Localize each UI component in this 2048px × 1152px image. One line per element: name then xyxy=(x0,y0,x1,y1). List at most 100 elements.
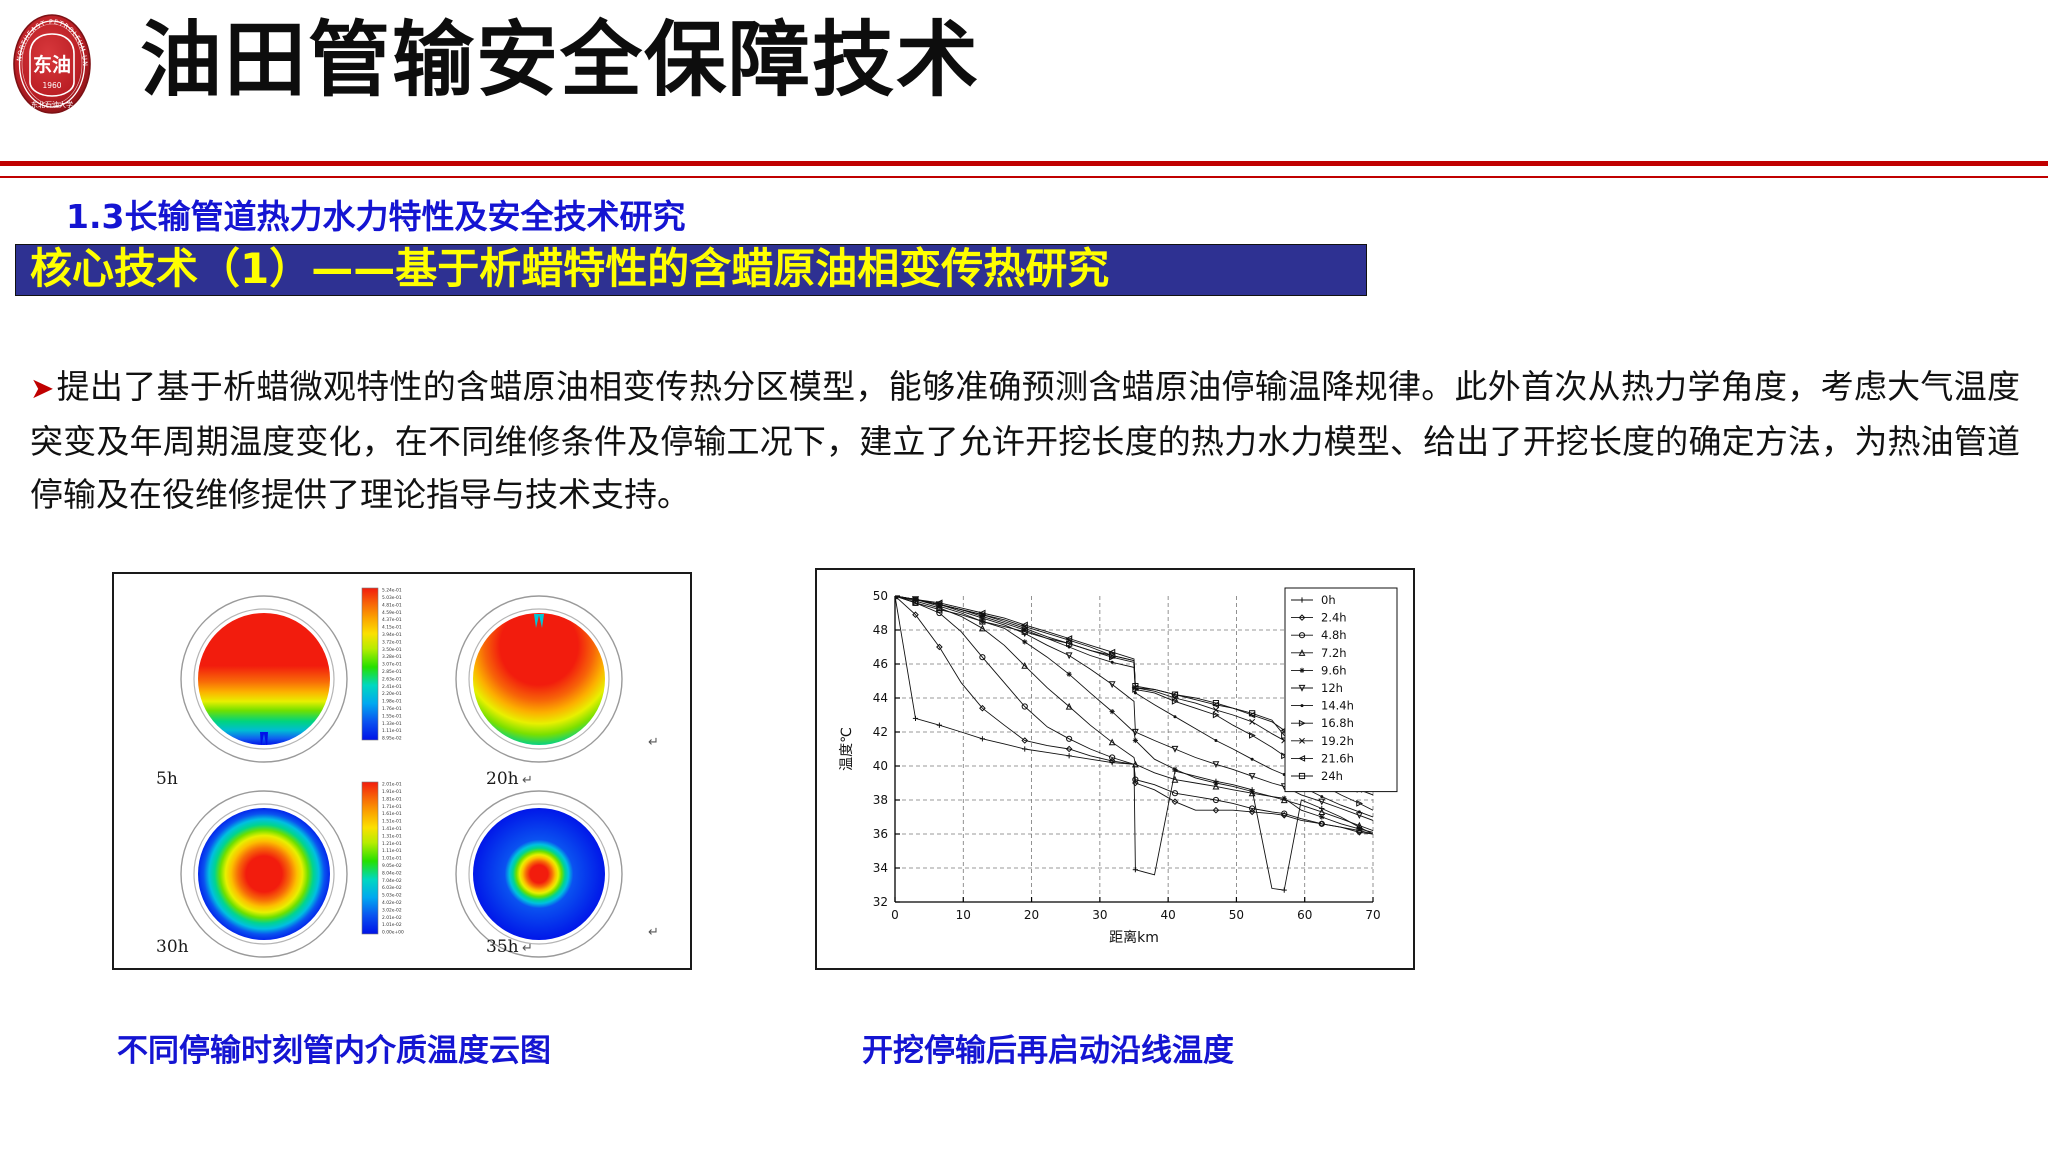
svg-text:30: 30 xyxy=(1092,908,1107,922)
svg-text:2.85e-01: 2.85e-01 xyxy=(382,669,402,675)
contour-panel-20h xyxy=(455,595,623,763)
bullet-arrow-icon: ➤ xyxy=(30,371,55,405)
svg-text:0: 0 xyxy=(891,908,899,922)
svg-text:距离km: 距离km xyxy=(1109,929,1159,946)
svg-text:1.98e-01: 1.98e-01 xyxy=(382,699,402,705)
university-logo: 东油 1960 NORTHEAST PETROLEUM UNIVERSITY 东… xyxy=(7,6,94,116)
svg-text:温度℃: 温度℃ xyxy=(839,727,855,771)
svg-text:8.04e-02: 8.04e-02 xyxy=(382,870,402,876)
page-title: 油田管输安全保障技术 xyxy=(140,13,981,108)
svg-text:19.2h: 19.2h xyxy=(1321,734,1354,748)
lower-colorbar: 2.01e-011.91e-011.81e-01 1.71e-011.61e-01… xyxy=(361,782,404,936)
svg-text:46: 46 xyxy=(873,657,888,671)
svg-text:2.01e-02: 2.01e-02 xyxy=(382,915,402,921)
svg-text:9.6h: 9.6h xyxy=(1321,663,1347,677)
svg-text:↵: ↵ xyxy=(522,773,533,788)
svg-text:5.24e-01: 5.24e-01 xyxy=(382,588,402,594)
svg-text:20h: 20h xyxy=(486,769,519,789)
svg-text:0.00e+00: 0.00e+00 xyxy=(382,930,404,936)
svg-text:9.05e-02: 9.05e-02 xyxy=(382,863,402,869)
svg-text:3.28e-01: 3.28e-01 xyxy=(382,654,402,660)
body-paragraph: ➤提出了基于析蜡微观特性的含蜡原油相变传热分区模型，能够准确预测含蜡原油停输温降… xyxy=(30,360,2020,521)
svg-text:东油: 东油 xyxy=(33,53,71,76)
slide-header: 东油 1960 NORTHEAST PETROLEUM UNIVERSITY 东… xyxy=(0,0,2048,160)
svg-text:1.81e-01: 1.81e-01 xyxy=(382,796,402,802)
svg-text:16.8h: 16.8h xyxy=(1321,716,1354,730)
figure-temperature-contours: 5h 20h ↵ ↵ 30h xyxy=(112,572,692,970)
svg-text:24h: 24h xyxy=(1321,769,1343,783)
contour-panel-35h xyxy=(455,790,623,958)
svg-text:36: 36 xyxy=(873,827,888,841)
svg-text:7.04e-02: 7.04e-02 xyxy=(382,878,402,884)
contour-plot-svg: 5h 20h ↵ ↵ 30h xyxy=(114,574,690,968)
svg-text:1.11e-01: 1.11e-01 xyxy=(382,728,402,734)
svg-text:21.6h: 21.6h xyxy=(1321,751,1354,765)
svg-text:0h: 0h xyxy=(1321,593,1336,607)
svg-text:3.07e-01: 3.07e-01 xyxy=(382,662,402,668)
svg-text:4.15e-01: 4.15e-01 xyxy=(382,625,402,631)
header-rule-thin xyxy=(0,176,2048,178)
svg-text:2.63e-01: 2.63e-01 xyxy=(382,676,402,682)
svg-text:2.4h: 2.4h xyxy=(1321,611,1347,625)
line-chart-svg: 32 34 36 38 40 42 44 46 48 50 0 10 20 30 40 50 60 70 距离km 温… xyxy=(817,570,1413,968)
svg-text:48: 48 xyxy=(873,623,888,637)
svg-text:35h: 35h xyxy=(486,937,519,957)
figure-left-caption: 不同停输时刻管内介质温度云图 xyxy=(117,1033,551,1069)
svg-text:8.95e-02: 8.95e-02 xyxy=(382,736,402,742)
svg-text:↵: ↵ xyxy=(648,925,659,940)
svg-text:6.03e-02: 6.03e-02 xyxy=(382,885,402,891)
svg-text:1.33e-01: 1.33e-01 xyxy=(382,721,402,727)
svg-text:32: 32 xyxy=(873,895,888,909)
svg-text:70: 70 xyxy=(1365,908,1380,922)
svg-text:7.2h: 7.2h xyxy=(1321,646,1347,660)
svg-text:30h: 30h xyxy=(156,937,189,957)
svg-text:3.72e-01: 3.72e-01 xyxy=(382,639,402,645)
svg-text:60: 60 xyxy=(1297,908,1312,922)
svg-text:3.50e-01: 3.50e-01 xyxy=(382,647,402,653)
svg-text:40: 40 xyxy=(873,759,888,773)
svg-text:20: 20 xyxy=(1024,908,1039,922)
header-rule-thick xyxy=(0,161,2048,166)
svg-text:12h: 12h xyxy=(1321,681,1343,695)
svg-text:50: 50 xyxy=(1229,908,1244,922)
section-heading: 1.3长输管道热力水力特性及安全技术研究 xyxy=(66,197,686,236)
svg-text:4.02e-02: 4.02e-02 xyxy=(382,900,402,906)
svg-text:2.20e-01: 2.20e-01 xyxy=(382,691,402,697)
banner-title: 核心技术（1）——基于析蜡特性的含蜡原油相变传热研究 xyxy=(30,244,1110,293)
svg-text:40: 40 xyxy=(1161,908,1176,922)
svg-text:4.81e-01: 4.81e-01 xyxy=(382,602,402,608)
svg-text:10: 10 xyxy=(956,908,971,922)
svg-text:5.03e-01: 5.03e-01 xyxy=(382,595,402,601)
svg-text:↵: ↵ xyxy=(648,735,659,750)
svg-text:38: 38 xyxy=(873,793,888,807)
svg-text:东北石油大学: 东北石油大学 xyxy=(31,100,73,109)
svg-text:2.01e-01: 2.01e-01 xyxy=(382,782,402,788)
svg-text:14.4h: 14.4h xyxy=(1321,699,1354,713)
svg-text:5h: 5h xyxy=(156,769,178,789)
upper-colorbar: 5.24e-015.03e-014.81e-01 4.59e-014.37e-01… xyxy=(361,588,402,742)
svg-text:50: 50 xyxy=(873,589,888,603)
svg-text:4.59e-01: 4.59e-01 xyxy=(382,610,402,616)
svg-text:2.41e-01: 2.41e-01 xyxy=(382,684,402,690)
svg-text:1.76e-01: 1.76e-01 xyxy=(382,706,402,712)
body-paragraph-text: 提出了基于析蜡微观特性的含蜡原油相变传热分区模型，能够准确预测含蜡原油停输温降规… xyxy=(30,367,2020,514)
figure-right-caption: 开挖停输后再启动沿线温度 xyxy=(862,1033,1234,1069)
svg-text:1.01e-02: 1.01e-02 xyxy=(382,922,402,928)
figure-restart-temperature: 32 34 36 38 40 42 44 46 48 50 0 10 20 30 40 50 60 70 距离km 温… xyxy=(815,568,1415,970)
svg-text:44: 44 xyxy=(873,691,888,705)
contour-panel-5h xyxy=(180,595,348,763)
core-technology-banner: 核心技术（1）——基于析蜡特性的含蜡原油相变传热研究 xyxy=(15,244,1367,296)
svg-text:4.8h: 4.8h xyxy=(1321,628,1347,642)
svg-text:1.91e-01: 1.91e-01 xyxy=(382,789,402,795)
svg-text:1960: 1960 xyxy=(42,81,61,90)
svg-text:3.94e-01: 3.94e-01 xyxy=(382,632,402,638)
svg-text:1.71e-01: 1.71e-01 xyxy=(382,804,402,810)
svg-text:1.21e-01: 1.21e-01 xyxy=(382,841,402,847)
svg-text:5.03e-02: 5.03e-02 xyxy=(382,893,402,899)
svg-text:1.41e-01: 1.41e-01 xyxy=(382,826,402,832)
svg-text:1.61e-01: 1.61e-01 xyxy=(382,811,402,817)
svg-text:1.55e-01: 1.55e-01 xyxy=(382,713,402,719)
svg-text:1.11e-01: 1.11e-01 xyxy=(382,848,402,854)
svg-text:3.02e-02: 3.02e-02 xyxy=(382,907,402,913)
